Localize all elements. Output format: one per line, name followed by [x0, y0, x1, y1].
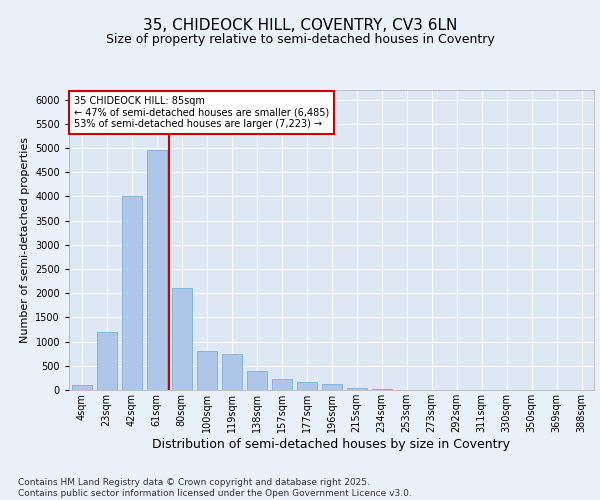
Text: Contains HM Land Registry data © Crown copyright and database right 2025.
Contai: Contains HM Land Registry data © Crown c… — [18, 478, 412, 498]
Text: 35, CHIDEOCK HILL, COVENTRY, CV3 6LN: 35, CHIDEOCK HILL, COVENTRY, CV3 6LN — [143, 18, 457, 32]
Bar — [146, 150, 167, 390]
Bar — [322, 384, 341, 390]
Bar — [97, 332, 116, 390]
Bar — [296, 382, 317, 390]
Text: Size of property relative to semi-detached houses in Coventry: Size of property relative to semi-detach… — [106, 32, 494, 46]
Y-axis label: Number of semi-detached properties: Number of semi-detached properties — [20, 137, 29, 343]
Bar — [71, 385, 91, 390]
Bar — [247, 370, 266, 390]
Bar — [347, 388, 367, 390]
Text: 35 CHIDEOCK HILL: 85sqm
← 47% of semi-detached houses are smaller (6,485)
53% of: 35 CHIDEOCK HILL: 85sqm ← 47% of semi-de… — [74, 96, 329, 129]
Bar — [172, 288, 191, 390]
Bar — [121, 196, 142, 390]
Bar — [271, 380, 292, 390]
Bar — [221, 354, 241, 390]
X-axis label: Distribution of semi-detached houses by size in Coventry: Distribution of semi-detached houses by … — [152, 438, 511, 450]
Bar — [197, 352, 217, 390]
